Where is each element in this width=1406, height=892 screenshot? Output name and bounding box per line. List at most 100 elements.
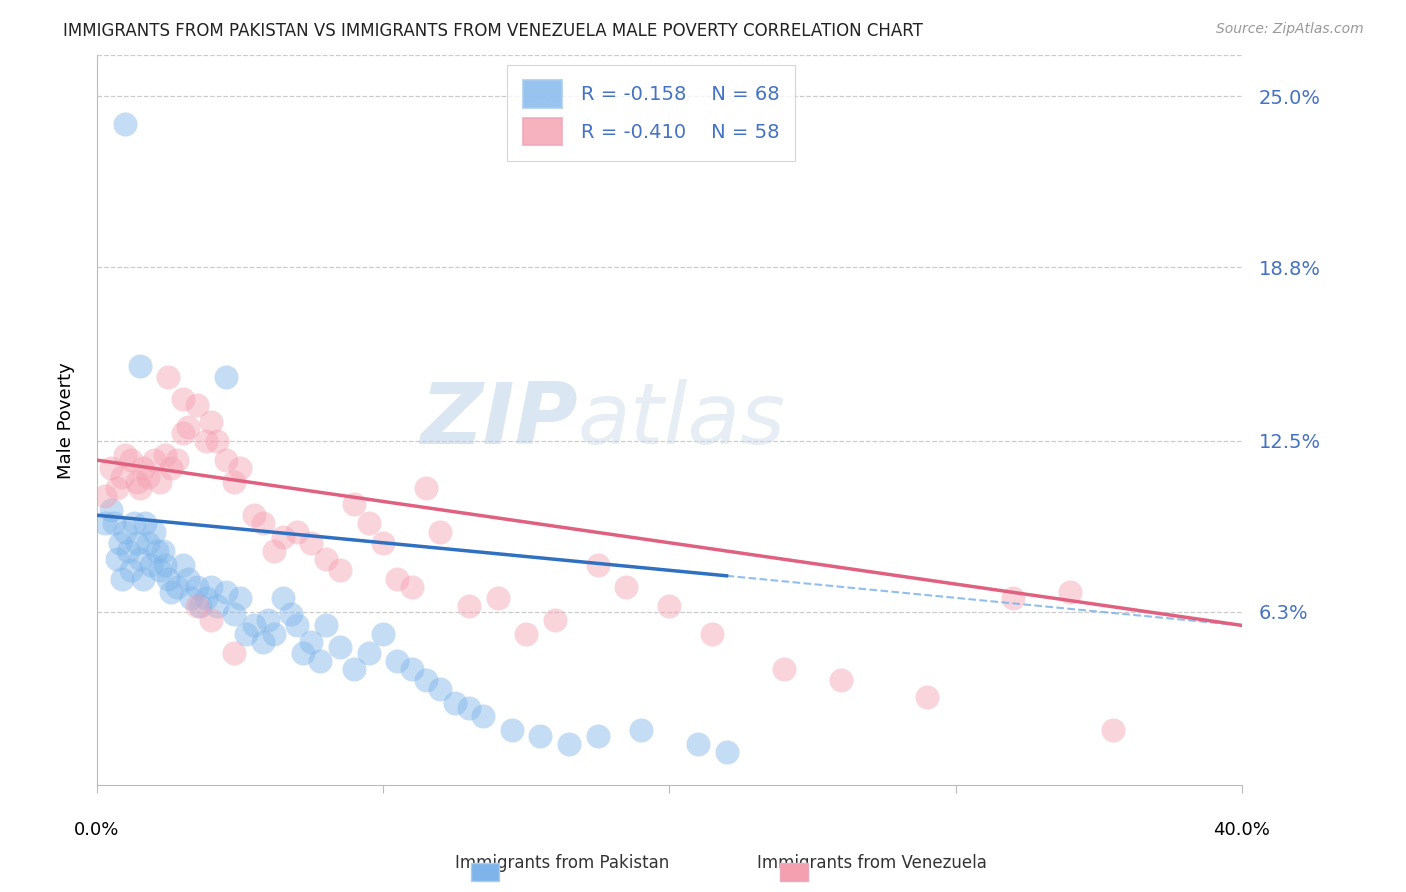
Point [120,563,142,577]
Point [280,607,302,622]
Text: Immigrants from Venezuela: Immigrants from Venezuela [756,855,987,872]
Y-axis label: Male Poverty: Male Poverty [58,362,75,478]
Point [1001,591,1024,605]
Point [443,696,465,710]
Point [94,516,117,531]
Point [188,599,211,613]
Point [301,635,323,649]
Point [114,524,136,539]
Point [387,572,409,586]
Point [103,516,125,531]
Point [114,448,136,462]
Point [136,469,159,483]
Point [243,508,266,523]
Point [1059,585,1081,599]
Point [186,599,208,613]
Point [205,599,228,613]
Point [271,591,294,605]
Point [166,580,188,594]
Point [686,737,709,751]
Point [128,359,150,374]
Point [357,646,380,660]
Point [214,370,236,384]
Text: 0.0%: 0.0% [75,821,120,839]
Point [257,613,280,627]
Point [131,572,153,586]
Point [501,723,523,737]
Point [614,580,637,594]
Point [172,558,194,572]
Point [105,552,128,566]
Point [117,544,139,558]
Point [415,481,437,495]
Point [716,745,738,759]
Point [172,425,194,440]
Point [252,516,274,531]
Point [429,524,451,539]
Text: IMMIGRANTS FROM PAKISTAN VS IMMIGRANTS FROM VENEZUELA MALE POVERTY CORRELATION C: IMMIGRANTS FROM PAKISTAN VS IMMIGRANTS F… [63,22,924,40]
Point [702,626,724,640]
Point [108,535,131,549]
Point [224,475,246,490]
Text: atlas: atlas [578,378,786,462]
Point [180,591,202,605]
Point [329,563,352,577]
Point [125,535,148,549]
Point [177,572,200,586]
Point [558,737,581,751]
Point [630,723,652,737]
Point [200,613,222,627]
Point [271,530,294,544]
Point [486,591,509,605]
Point [149,563,172,577]
Point [152,544,174,558]
Point [157,572,180,586]
Text: ZIP: ZIP [420,378,578,462]
Point [186,398,208,412]
Point [114,117,136,131]
Point [105,481,128,495]
Point [224,607,246,622]
Point [155,448,177,462]
Text: Source: ZipAtlas.com: Source: ZipAtlas.com [1216,22,1364,37]
Point [387,654,409,668]
Point [329,640,352,655]
Point [134,516,156,531]
Point [122,516,145,531]
Point [160,461,183,475]
Point [128,552,150,566]
Point [214,585,236,599]
Point [315,552,337,566]
Point [224,646,246,660]
Point [415,673,437,688]
Point [111,572,134,586]
Point [315,618,337,632]
Point [186,580,208,594]
Legend: R = -0.158    N = 68, R = -0.410    N = 58: R = -0.158 N = 68, R = -0.410 N = 58 [508,65,796,161]
Point [200,580,222,594]
Point [229,461,252,475]
Point [200,415,222,429]
Point [194,591,217,605]
Point [371,626,394,640]
Point [309,654,332,668]
Point [94,489,117,503]
Point [229,591,252,605]
Point [128,481,150,495]
Point [291,646,314,660]
Point [160,585,183,599]
Point [139,558,162,572]
Point [529,729,551,743]
Point [401,580,423,594]
Text: Immigrants from Pakistan: Immigrants from Pakistan [456,855,669,872]
Point [915,690,938,704]
Point [586,558,609,572]
Point [149,475,172,490]
Point [111,469,134,483]
Point [830,673,852,688]
Point [205,434,228,448]
Point [177,420,200,434]
Point [136,535,159,549]
Point [772,663,794,677]
Point [172,392,194,407]
